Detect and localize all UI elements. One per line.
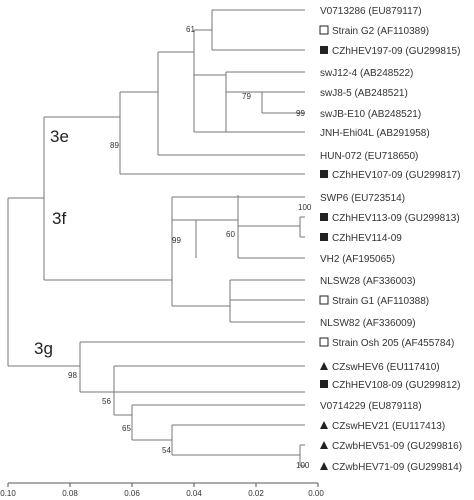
clade-labels: 3e 3f 3g [34,127,69,358]
open-square-icon [319,295,329,305]
taxon-label: V0714229 (EU879118) [320,401,422,412]
clade-label-3e: 3e [50,127,69,146]
filled-triangle-icon [320,362,328,370]
taxon-label: CZhHEV108-09 (GU299812) [332,380,460,391]
taxon-label: SWP6 (EU723514) [320,193,405,204]
bootstrap-value: 99 [172,236,181,245]
bootstrap-values: 61 79 99 89 100 60 99 98 56 65 54 100 [68,25,312,470]
filled-triangle-icon [320,441,328,449]
bootstrap-value: 100 [296,461,310,470]
bootstrap-value: 89 [110,141,119,150]
taxon-label: CZwbHEV51-09 (GU299816) [332,441,462,452]
filled-square-icon [320,380,328,388]
taxon-markers [319,25,329,470]
axis-tick-label: 0.04 [186,489,202,498]
taxon-label: NLSW28 (AF336003) [320,276,416,287]
filled-square-icon [320,170,328,178]
taxon-label: CZwbHEV71-09 (GU299814) [332,462,462,473]
clade-label-3g: 3g [34,339,53,358]
open-square-icon [319,337,329,347]
taxon-label: swJ12-4 (AB248522) [320,68,413,79]
bootstrap-value: 60 [226,230,235,239]
taxon-label: CZswHEV21 (EU117413) [332,421,445,432]
filled-triangle-icon [320,462,328,470]
axis-tick-label: 0.00 [308,489,324,498]
bootstrap-value: 100 [298,203,312,212]
filled-square-icon [320,46,328,54]
taxon-label: VH2 (AF195065) [320,254,395,265]
axis-tick-label: 0.02 [248,489,264,498]
bootstrap-value: 56 [102,397,111,406]
filled-square-icon [320,213,328,221]
bootstrap-value: 98 [68,371,77,380]
taxon-label: CZhHEV107-09 (GU299817) [332,170,460,181]
taxon-label: swJ8-5 (AB248521) [320,88,408,99]
taxon-label: swJB-E10 (AB248521) [320,109,421,120]
taxon-label: CZswHEV6 (EU117410) [332,362,440,373]
bootstrap-value: 61 [186,25,195,34]
taxon-label: JNH-Ehi04L (AB291958) [320,128,430,139]
filled-triangle-icon [320,421,328,429]
taxon-label: CZhHEV113-09 (GU299813) [332,213,460,224]
taxon-label: Strain Osh 205 (AF455784) [332,338,454,349]
axis-tick-label: 0.08 [62,489,78,498]
tree-branches [7,9,305,467]
filled-square-icon [320,233,328,241]
taxon-label: NLSW82 (AF336009) [320,318,416,329]
clade-label-3f: 3f [52,209,66,228]
taxon-label: CZhHEV114-09 [332,233,402,244]
taxon-label: V0713286 (EU879117) [320,6,422,17]
taxon-label: Strain G2 (AF110389) [332,26,429,37]
taxon-label: CZhHEV197-09 (GU299815) [332,46,460,57]
taxon-label: HUN-072 (EU718650) [320,151,418,162]
bootstrap-value: 79 [242,92,251,101]
taxon-labels: V0713286 (EU879117) Strain G2 (AF110389)… [320,6,462,473]
axis-tick-label: 0.10 [0,489,16,498]
open-square-icon [319,25,329,35]
scale-axis: 0.10 0.08 0.06 0.04 0.02 0.00 [0,482,324,498]
bootstrap-value: 65 [122,424,131,433]
bootstrap-value: 99 [296,109,305,118]
taxon-label: Strain G1 (AF110388) [332,296,429,307]
bootstrap-value: 54 [162,446,171,455]
axis-tick-label: 0.06 [124,489,140,498]
